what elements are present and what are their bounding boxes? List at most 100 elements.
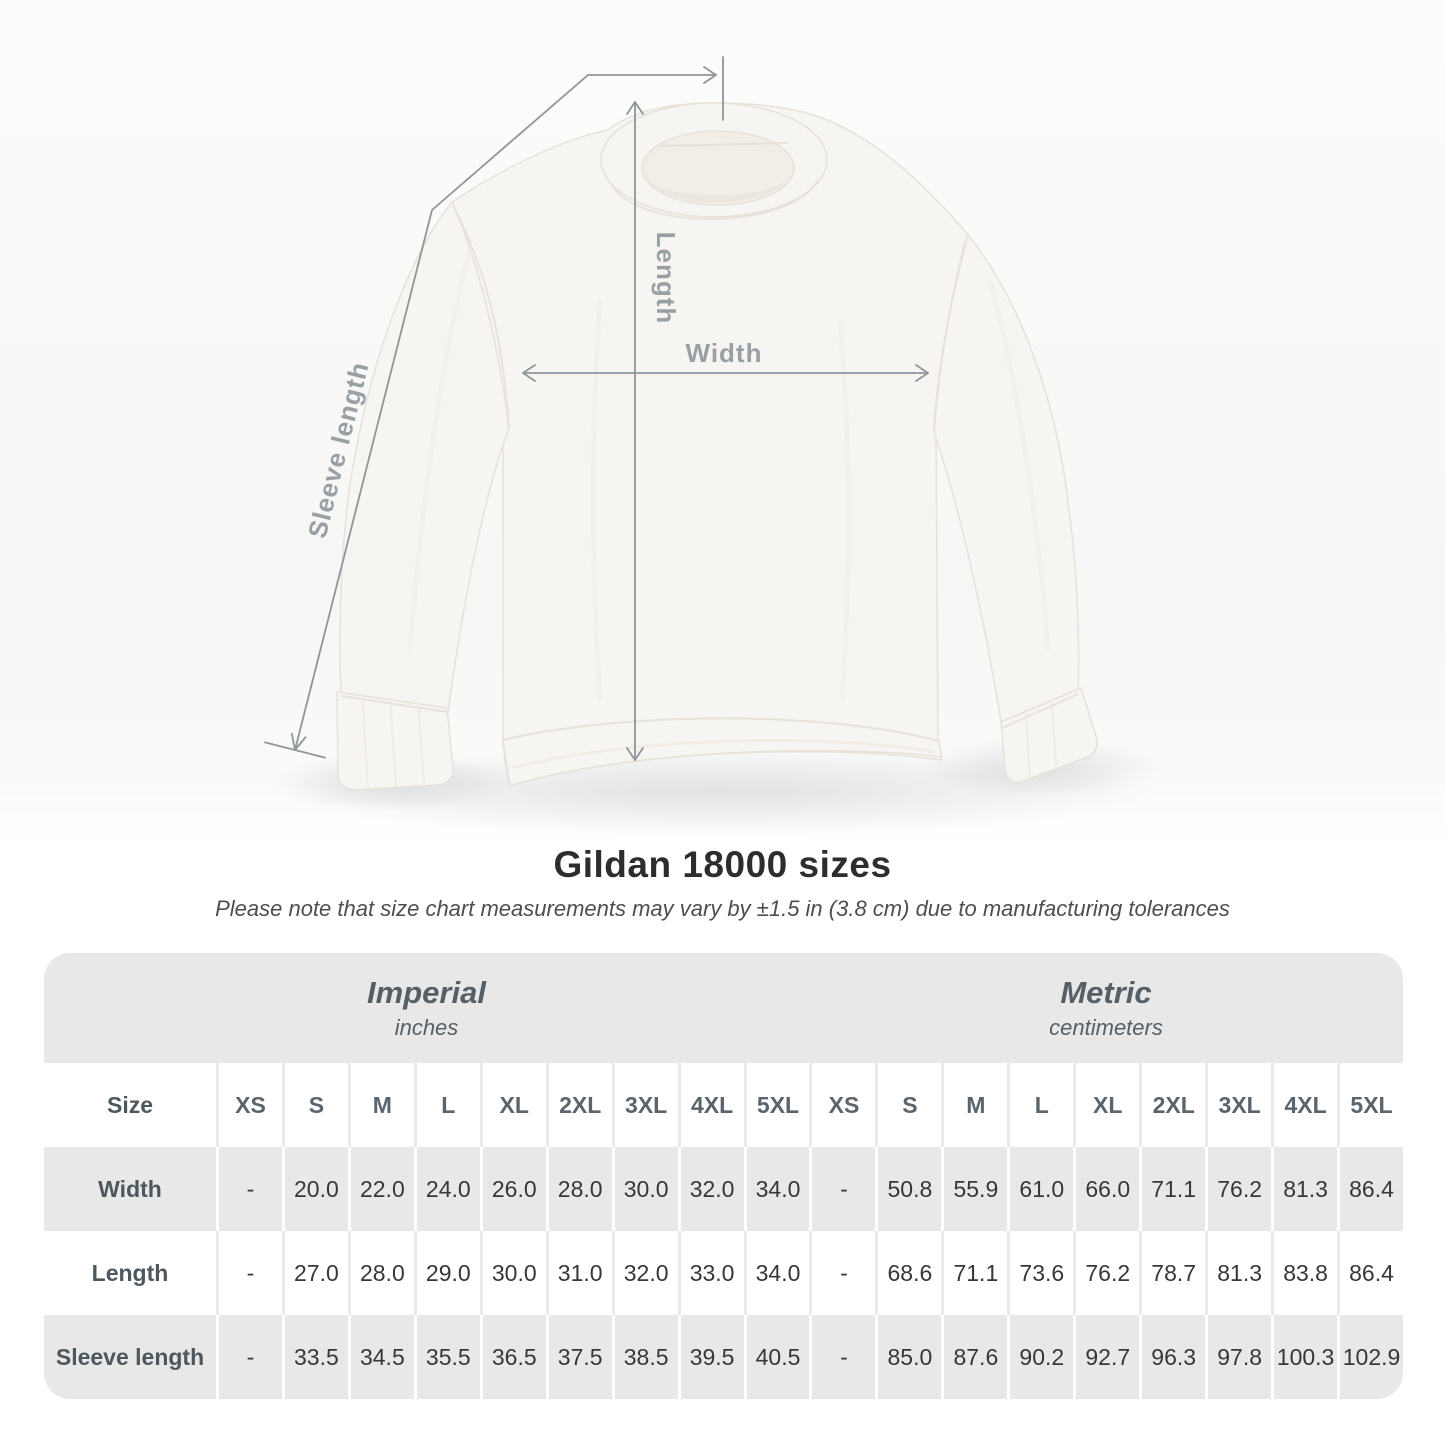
imperial-unit: inches xyxy=(394,1015,459,1040)
cell-value-metric: 68.6 xyxy=(875,1231,941,1315)
cell-value-imperial: 26.0 xyxy=(479,1147,546,1231)
cell-value-imperial: 24.0 xyxy=(413,1147,480,1231)
col-header-metric-M: M xyxy=(941,1063,1007,1147)
collar-inner-shadow xyxy=(648,178,788,203)
metric-unit: centimeters xyxy=(1049,1015,1163,1040)
cell-value-imperial: 33.0 xyxy=(677,1231,744,1315)
col-header-imperial-3XL: 3XL xyxy=(611,1063,678,1147)
cell-value-metric: 92.7 xyxy=(1073,1315,1139,1399)
col-header-imperial-2XL: 2XL xyxy=(545,1063,612,1147)
col-header-metric-4XL: 4XL xyxy=(1271,1063,1337,1147)
cell-value-imperial: 36.5 xyxy=(479,1315,546,1399)
cell-value-metric: - xyxy=(809,1315,875,1399)
cell-value-metric: 81.3 xyxy=(1271,1147,1337,1231)
cell-value-metric: 55.9 xyxy=(941,1147,1007,1231)
cell-value-metric: 76.2 xyxy=(1205,1147,1271,1231)
cell-value-imperial: 27.0 xyxy=(281,1231,348,1315)
table-row: Width -20.0 22.0 24.0 26.0 28.0 30.0 32.0 34.0-5… xyxy=(44,1147,1403,1231)
unit-group-metric: Metric centimeters xyxy=(809,953,1403,1063)
cell-value-imperial: 34.5 xyxy=(347,1315,414,1399)
cell-value-metric: 97.8 xyxy=(1205,1315,1271,1399)
cell-value-metric: 96.3 xyxy=(1139,1315,1205,1399)
row-label: Length xyxy=(91,1259,169,1286)
col-header-size: Size xyxy=(106,1091,154,1118)
col-header-imperial-M: M xyxy=(347,1063,414,1147)
cell-value-imperial: 30.0 xyxy=(479,1231,546,1315)
col-header-metric-S: S xyxy=(875,1063,941,1147)
col-header-metric-5XL: 5XL xyxy=(1337,1063,1403,1147)
cell-value-metric: 76.2 xyxy=(1073,1231,1139,1315)
neck-opening xyxy=(641,130,795,206)
cell-value-imperial: - xyxy=(216,1231,282,1315)
cell-value-metric: 71.1 xyxy=(1139,1147,1205,1231)
cuff-ribbing xyxy=(361,693,1057,789)
garment-seams xyxy=(340,209,1079,742)
cell-value-imperial: 28.0 xyxy=(545,1147,612,1231)
cell-value-metric: 102.9 xyxy=(1337,1315,1403,1399)
cell-value-metric: 86.4 xyxy=(1337,1231,1403,1315)
cell-value-imperial: 37.5 xyxy=(545,1315,612,1399)
cell-value-metric: 66.0 xyxy=(1073,1147,1139,1231)
cell-value-metric: 73.6 xyxy=(1007,1231,1073,1315)
sweatshirt-measurement-diagram: Width Length Sleeve length xyxy=(0,0,1445,845)
col-header-imperial-5XL: 5XL xyxy=(743,1063,810,1147)
page-title: Gildan 18000 sizes xyxy=(553,844,892,885)
page-subtitle: Please note that size chart measurements… xyxy=(215,896,1230,921)
cell-value-metric: 100.3 xyxy=(1271,1315,1337,1399)
cell-value-imperial: 38.5 xyxy=(611,1315,678,1399)
width-arrow xyxy=(522,364,929,382)
cell-value-imperial: 34.0 xyxy=(743,1231,810,1315)
col-header-imperial-S: S xyxy=(281,1063,348,1147)
collar-bottom-seam xyxy=(611,179,819,220)
cell-value-imperial: 33.5 xyxy=(281,1315,348,1399)
size-table-rows: Size XS S M L XL 2XL 3XL 4XL 5XL XS S M L XL 2XL 3XL 4XL 5… xyxy=(44,1063,1403,1399)
col-header-imperial-XL: XL xyxy=(479,1063,546,1147)
cell-value-imperial: 35.5 xyxy=(413,1315,480,1399)
cell-value-metric: 90.2 xyxy=(1007,1315,1073,1399)
cell-value-metric: 78.7 xyxy=(1139,1231,1205,1315)
cell-value-metric: - xyxy=(809,1147,875,1231)
length-arrow xyxy=(626,101,644,761)
col-header-metric-3XL: 3XL xyxy=(1205,1063,1271,1147)
cell-value-metric: 86.4 xyxy=(1337,1147,1403,1231)
row-label: Sleeve length xyxy=(55,1343,205,1370)
sleeve-length-arrow xyxy=(264,56,724,759)
cell-value-imperial: 32.0 xyxy=(677,1147,744,1231)
length-label: Length xyxy=(651,232,681,325)
cell-value-imperial: 20.0 xyxy=(281,1147,348,1231)
cell-value-metric: - xyxy=(809,1231,875,1315)
cell-value-imperial: 22.0 xyxy=(347,1147,414,1231)
cell-value-imperial: 31.0 xyxy=(545,1231,612,1315)
fabric-folds xyxy=(407,249,1051,701)
cell-value-imperial: - xyxy=(216,1315,282,1399)
col-header-imperial-XS: XS xyxy=(216,1063,282,1147)
cell-value-imperial: 39.5 xyxy=(677,1315,744,1399)
back-neck-seam xyxy=(659,142,789,147)
metric-title: Metric xyxy=(1060,975,1152,1010)
table-row: Length -27.0 28.0 29.0 30.0 31.0 32.0 33.0 34.0-… xyxy=(44,1231,1403,1315)
sweatshirt-illustration xyxy=(336,102,1098,791)
cell-value-imperial: 28.0 xyxy=(347,1231,414,1315)
cell-value-metric: 71.1 xyxy=(941,1231,1007,1315)
cell-value-imperial: 32.0 xyxy=(611,1231,678,1315)
cell-value-metric: 81.3 xyxy=(1205,1231,1271,1315)
cell-value-imperial: 30.0 xyxy=(611,1147,678,1231)
unit-group-imperial: Imperial inches xyxy=(44,953,809,1063)
cell-value-imperial: - xyxy=(216,1147,282,1231)
col-header-metric-2XL: 2XL xyxy=(1139,1063,1205,1147)
size-table: Imperial inches Metric centimeters Size X… xyxy=(44,953,1403,1399)
table-row: Size XS S M L XL 2XL 3XL 4XL 5XL XS S M L XL 2XL 3XL 4XL 5… xyxy=(44,1063,1403,1147)
cell-value-metric: 83.8 xyxy=(1271,1231,1337,1315)
cell-value-metric: 85.0 xyxy=(875,1315,941,1399)
row-label: Width xyxy=(98,1175,162,1202)
right-cuff xyxy=(1000,686,1098,784)
cell-value-metric: 87.6 xyxy=(941,1315,1007,1399)
cell-value-metric: 50.8 xyxy=(875,1147,941,1231)
col-header-metric-XL: XL xyxy=(1073,1063,1139,1147)
imperial-title: Imperial xyxy=(367,975,486,1010)
width-label: Width xyxy=(686,338,763,368)
col-header-imperial-L: L xyxy=(413,1063,480,1147)
table-row: Sleeve length -33.5 34.5 35.5 36.5 37.5 38.5 39… xyxy=(44,1315,1403,1399)
cell-value-imperial: 40.5 xyxy=(743,1315,810,1399)
